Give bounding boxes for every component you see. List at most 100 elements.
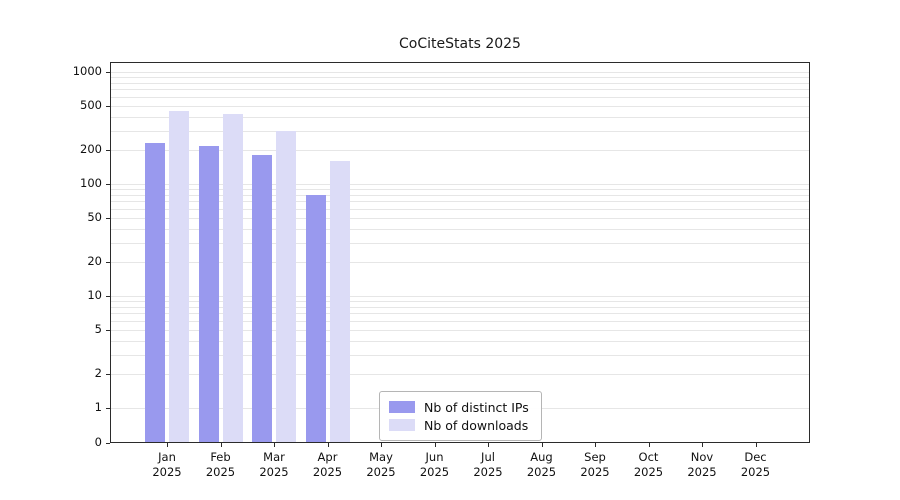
month-label: Jul — [481, 450, 495, 464]
month-label: Jun — [425, 450, 444, 464]
x-tick-label: Jun 2025 — [403, 450, 467, 480]
x-tick-mark — [595, 443, 596, 447]
x-tick-mark — [434, 443, 436, 447]
y-tick-label: 1000 — [72, 64, 102, 78]
gridline — [111, 296, 809, 297]
x-tick-mark — [274, 443, 275, 447]
gridline — [111, 228, 809, 230]
bar-downloads — [169, 110, 189, 442]
year-label: 2025 — [526, 465, 557, 479]
month-label: Sep — [584, 450, 606, 464]
gridline — [111, 242, 809, 244]
x-tick-label: Aug 2025 — [510, 450, 574, 480]
y-tick-label: 0 — [94, 435, 102, 449]
x-tick-label: May 2025 — [349, 450, 413, 480]
y-tick-label: 100 — [80, 176, 102, 190]
month-label: Oct — [638, 450, 659, 464]
gridline — [111, 217, 809, 219]
year-label: 2025 — [740, 465, 771, 479]
x-tick-mark — [755, 443, 757, 447]
y-tick-label: 500 — [80, 97, 102, 112]
legend-swatch-distinct-ips — [389, 401, 415, 413]
bar-downloads — [276, 130, 296, 442]
x-tick-mark — [541, 443, 543, 447]
legend-label-distinct-ips: Nb of distinct IPs — [424, 399, 529, 415]
gridline — [111, 116, 809, 118]
legend: Nb of distinct IPs Nb of downloads — [379, 391, 542, 441]
gridline — [111, 340, 809, 342]
y-tick-mark — [106, 150, 110, 152]
bar-distinct-ips — [198, 145, 219, 442]
gridline — [111, 201, 809, 203]
month-label: Mar — [263, 450, 285, 464]
legend-label-downloads: Nb of downloads — [424, 417, 529, 433]
y-tick-mark — [106, 217, 110, 219]
year-label: 2025 — [259, 465, 289, 479]
gridline — [111, 72, 809, 73]
y-tick-mark — [106, 72, 110, 73]
y-tick-mark — [106, 374, 110, 376]
month-label: Feb — [210, 450, 231, 464]
gridline — [111, 320, 809, 322]
gridline — [111, 82, 809, 84]
y-tick-mark — [106, 443, 110, 444]
month-label: Apr — [317, 450, 338, 464]
x-tick-mark — [220, 443, 222, 447]
bar-downloads — [222, 114, 243, 442]
y-tick-mark — [106, 408, 110, 409]
y-tick-label: 2 — [94, 366, 102, 381]
x-tick-label: Oct 2025 — [617, 450, 681, 480]
month-label: Nov — [690, 450, 714, 464]
y-tick-label: 10 — [87, 288, 102, 302]
gridline — [111, 306, 809, 308]
x-tick-label: Jul 2025 — [456, 450, 520, 480]
y-tick-label: 5 — [94, 321, 102, 336]
gridline — [111, 189, 809, 191]
year-label: 2025 — [312, 465, 343, 479]
plot-area: Nb of distinct IPs Nb of downloads — [110, 62, 810, 443]
y-tick-mark — [106, 329, 110, 331]
x-tick-mark — [381, 443, 382, 447]
gridline — [111, 184, 809, 185]
y-tick-mark — [106, 184, 110, 185]
y-tick-mark — [106, 105, 110, 107]
legend-swatch-downloads — [389, 419, 415, 431]
bar-downloads — [329, 161, 350, 442]
x-tick-mark — [327, 443, 329, 447]
month-label: May — [369, 450, 393, 464]
x-tick-label: Feb 2025 — [189, 450, 253, 480]
bar-distinct-ips — [252, 155, 272, 442]
month-label: Aug — [530, 450, 553, 464]
gridline — [111, 354, 809, 356]
year-label: 2025 — [687, 465, 717, 479]
y-tick-mark — [106, 296, 110, 297]
x-tick-mark — [702, 443, 703, 447]
y-tick-mark — [106, 262, 110, 264]
year-label: 2025 — [152, 465, 182, 479]
year-label: 2025 — [419, 465, 450, 479]
x-tick-label: Sep 2025 — [563, 450, 627, 480]
gridline — [111, 130, 809, 132]
year-label: 2025 — [366, 465, 396, 479]
gridline — [111, 105, 809, 107]
gridline — [111, 313, 809, 315]
x-tick-mark — [488, 443, 489, 447]
gridline — [111, 194, 809, 196]
bar-distinct-ips — [305, 194, 326, 442]
gridline — [111, 150, 809, 152]
y-tick-label: 50 — [87, 209, 102, 224]
month-label: Dec — [744, 450, 767, 464]
year-label: 2025 — [633, 465, 664, 479]
x-tick-label: Mar 2025 — [242, 450, 306, 480]
y-tick-label: 1 — [94, 400, 102, 414]
gridline — [111, 96, 809, 98]
x-tick-label: Nov 2025 — [670, 450, 734, 480]
bar-distinct-ips — [145, 143, 165, 442]
x-tick-mark — [167, 443, 168, 447]
gridline — [111, 89, 809, 91]
year-label: 2025 — [580, 465, 610, 479]
x-tick-label: Dec 2025 — [724, 450, 788, 480]
year-label: 2025 — [473, 465, 503, 479]
month-label: Jan — [158, 450, 176, 464]
